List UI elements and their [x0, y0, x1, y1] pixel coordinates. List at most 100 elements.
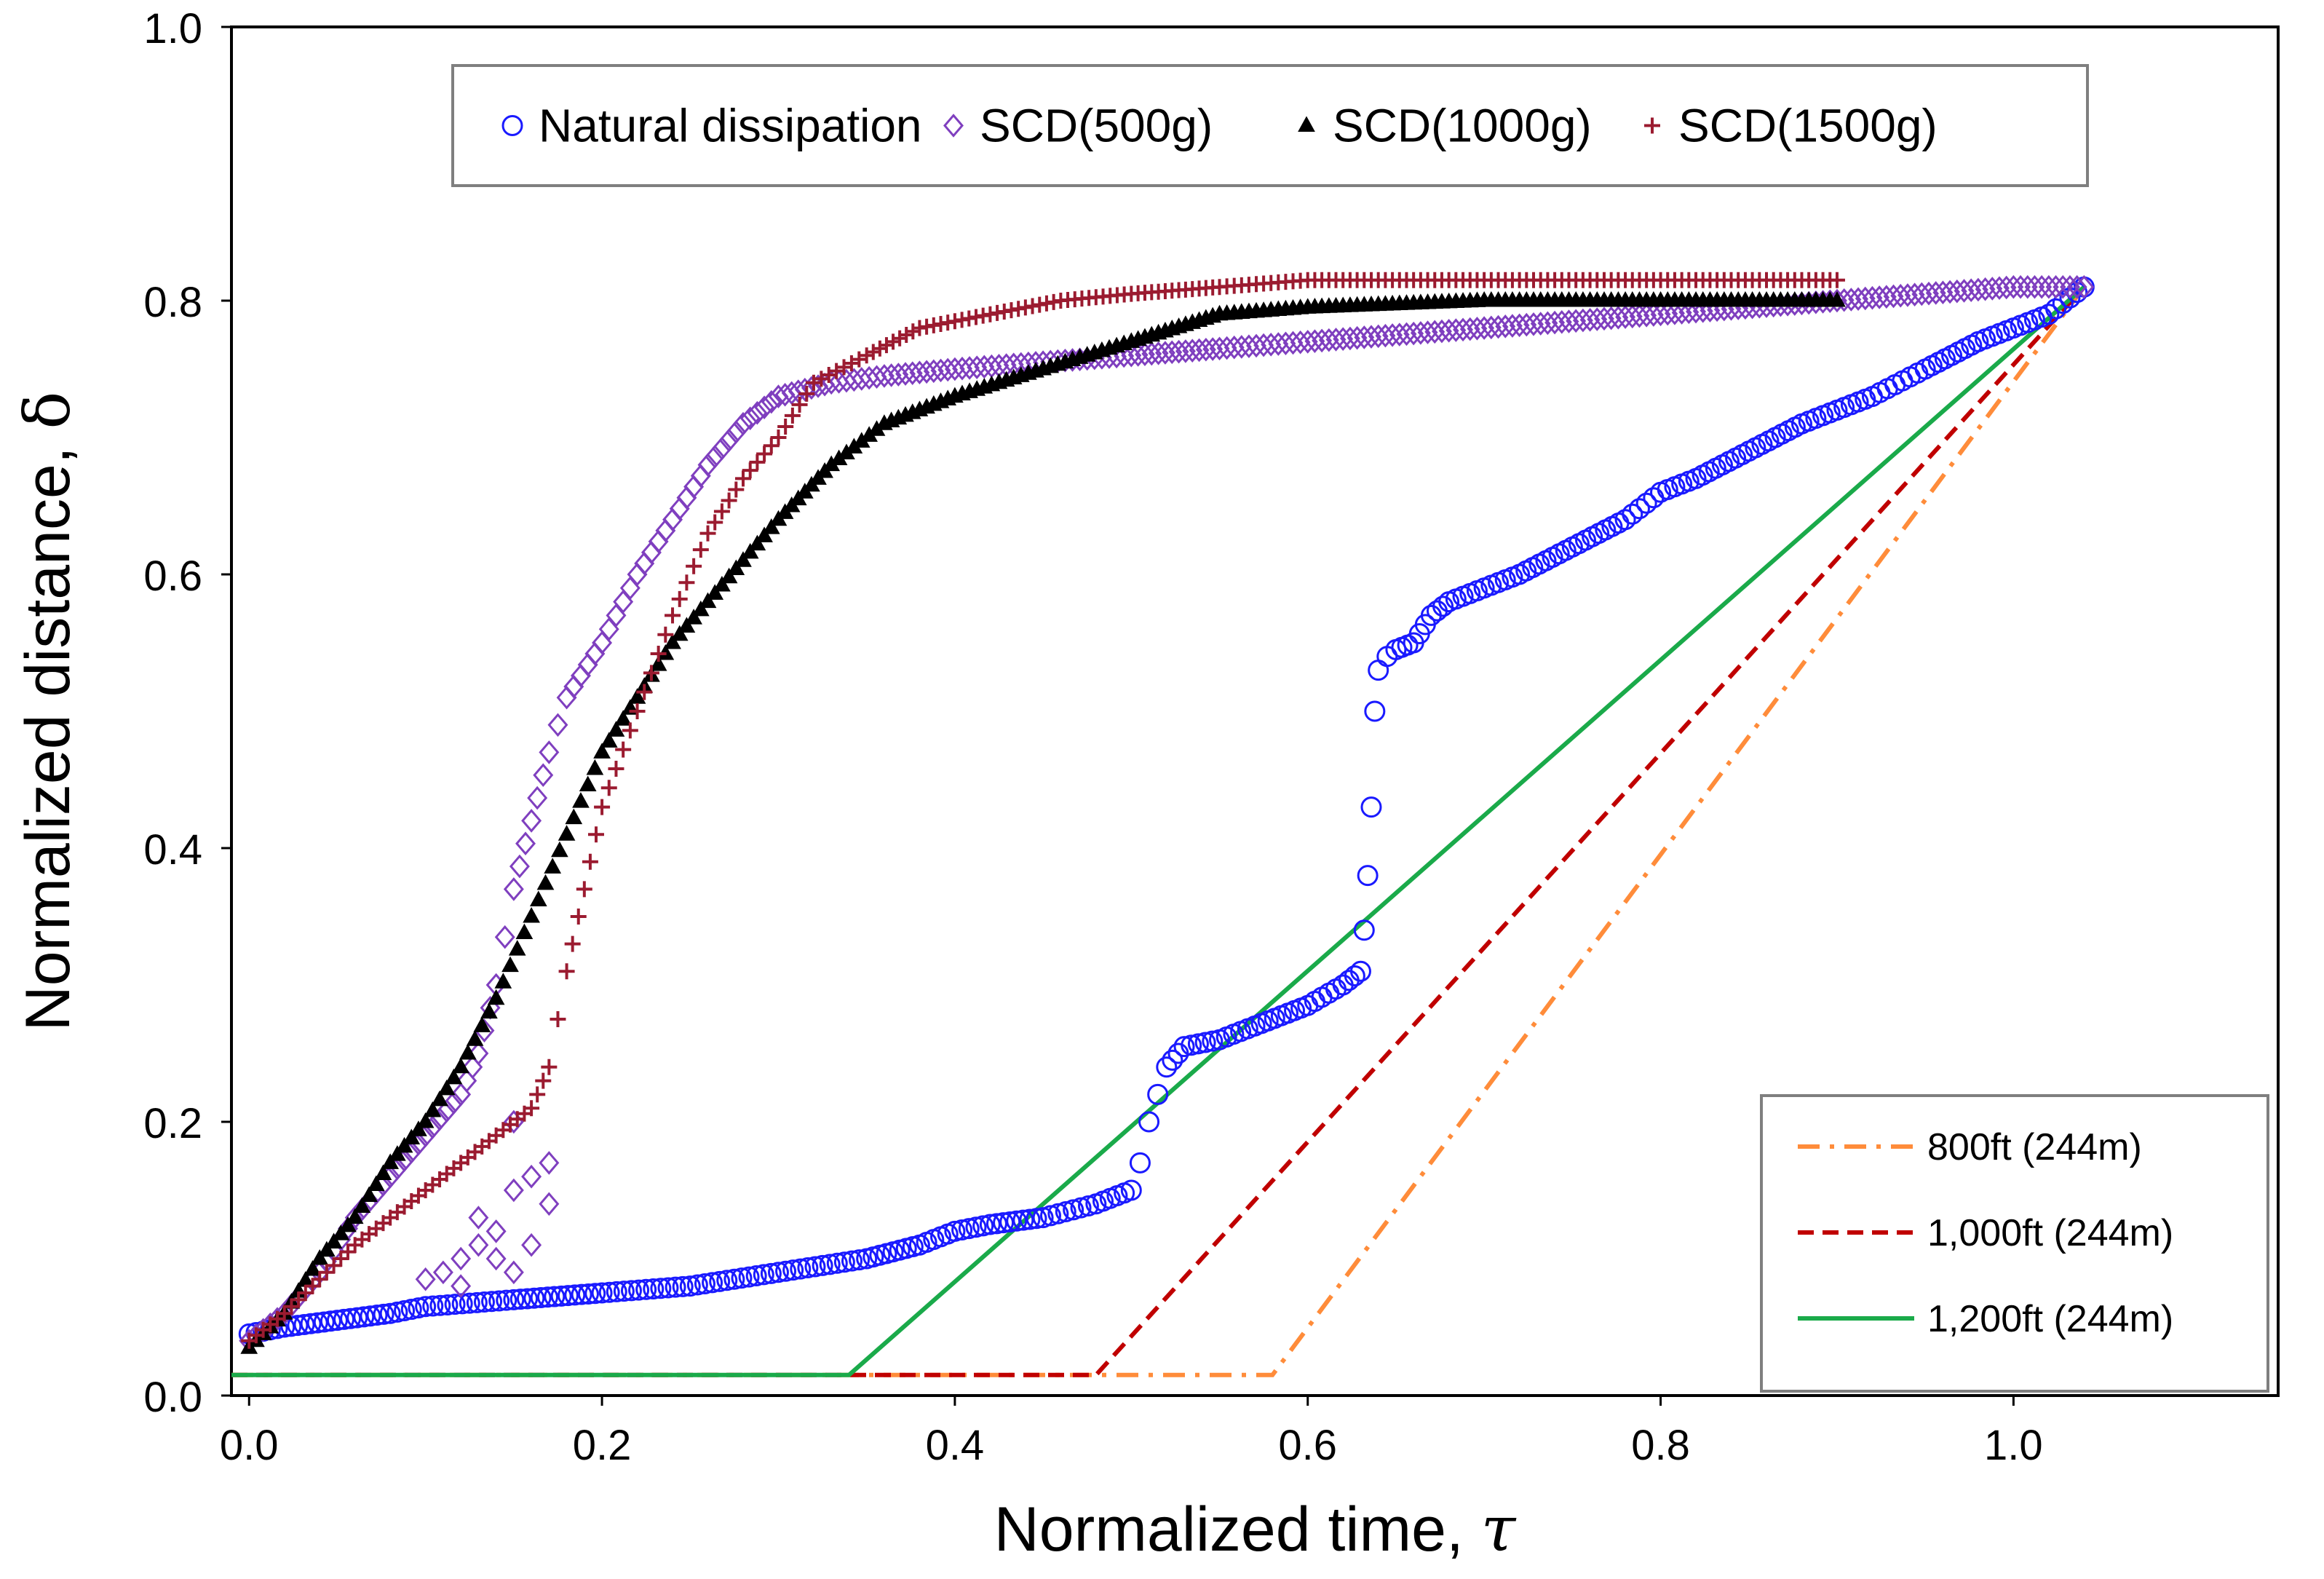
triangle-point [558, 825, 576, 841]
diamond-point [539, 1192, 560, 1216]
triangle-point [395, 1136, 413, 1153]
circle-point [657, 1277, 679, 1299]
diamond-point [1238, 334, 1259, 358]
plus-point [541, 1058, 558, 1075]
circle-point [849, 1249, 870, 1271]
triangle-point [367, 1175, 385, 1191]
diamond-point [1686, 299, 1707, 324]
diamond-point [1474, 316, 1495, 340]
diamond-point [2059, 274, 2080, 299]
diamond-point [1558, 309, 1579, 333]
plus-point [333, 1251, 349, 1267]
circle-point [1129, 1152, 1151, 1174]
diamond-point [1911, 282, 1932, 306]
diamond-point [1488, 314, 1509, 339]
circle-point [496, 1289, 517, 1311]
circle-point [379, 1302, 401, 1324]
circle-point [833, 1251, 855, 1273]
circle-point [767, 1262, 789, 1283]
circle-point [797, 1257, 819, 1279]
circle-point [895, 1238, 917, 1259]
triangle-point [459, 1043, 477, 1060]
circle-point [1364, 700, 1386, 722]
circle-point [1012, 1209, 1034, 1231]
circle-point [650, 1278, 672, 1299]
circle-point [628, 1279, 650, 1301]
triangle-point [374, 1164, 392, 1180]
circle-point [862, 1246, 884, 1268]
plus-point [692, 542, 709, 558]
diamond-point [571, 663, 591, 688]
diamond-point [556, 685, 577, 710]
circle-point [473, 1291, 495, 1313]
diamond-point [1876, 285, 1897, 309]
plus-point [304, 1278, 321, 1294]
circle-point [530, 1287, 552, 1309]
circle-point [944, 1220, 966, 1242]
diamond-point [1643, 303, 1664, 327]
circle-point [591, 1282, 613, 1304]
triangle-point [1828, 290, 1846, 307]
circle-point [1325, 978, 1347, 1000]
diamond-point [1467, 317, 1488, 341]
y-tick-label: 0.4 [143, 826, 202, 874]
diamond-point [1862, 285, 1883, 310]
triangle-point [473, 1016, 491, 1032]
circle-point [422, 1295, 444, 1317]
triangle-point [381, 1153, 400, 1169]
circle-point [1318, 982, 1340, 1004]
diamond-point [1537, 311, 1558, 336]
triangle-point [431, 1090, 448, 1107]
triangle-point [304, 1260, 322, 1276]
triangle-point [664, 633, 681, 649]
plus-point [535, 1072, 552, 1089]
circle-point [481, 1291, 503, 1313]
diamond-point [747, 400, 768, 425]
triangle-point [332, 1224, 350, 1240]
circle-point [366, 1305, 388, 1326]
diamond-point [344, 1206, 365, 1230]
circle-point [306, 1312, 328, 1334]
diamond-point [1445, 318, 1467, 342]
circle-point [1635, 492, 1657, 514]
circle-point [965, 1216, 987, 1238]
circle-point [1357, 865, 1379, 887]
diamond-point [739, 406, 761, 430]
diamond-point [1678, 300, 1700, 325]
circle-point [444, 1294, 466, 1315]
diamond-point [1333, 327, 1354, 351]
circle-point [340, 1307, 362, 1329]
circle-point [1120, 1179, 1142, 1201]
diamond-point [627, 562, 648, 587]
plus-point [615, 741, 632, 758]
diamond-point [1932, 280, 1954, 305]
legend-label: 800ft (244m) [1927, 1126, 2142, 1168]
triangle-point [501, 956, 519, 973]
triangle-point [353, 1197, 371, 1214]
circle-point [745, 1265, 767, 1286]
triangle-point [678, 617, 696, 633]
diamond-point [1551, 310, 1572, 334]
diamond-point [1297, 330, 1318, 354]
diamond-point [1594, 306, 1614, 331]
triangle-point [325, 1232, 343, 1248]
plus-point [290, 1291, 307, 1308]
plus-point [582, 853, 598, 870]
circle-point [394, 1299, 416, 1321]
plus-point [576, 881, 592, 898]
triangle-point [480, 1002, 498, 1019]
diamond-point [866, 365, 887, 389]
circle-point [709, 1270, 731, 1292]
diamond-point [1883, 284, 1904, 309]
diamond-point [1664, 301, 1685, 325]
diamond-point [451, 1246, 472, 1271]
diamond-point [836, 368, 857, 393]
diamond-point [726, 420, 747, 444]
circle-point [1622, 503, 1643, 525]
legend-marker [1644, 117, 1660, 134]
diamond-point [705, 445, 726, 469]
triangle-point [649, 655, 667, 671]
diamond-point [1231, 335, 1252, 359]
circle-point [753, 1264, 774, 1286]
circle-point [972, 1215, 994, 1237]
